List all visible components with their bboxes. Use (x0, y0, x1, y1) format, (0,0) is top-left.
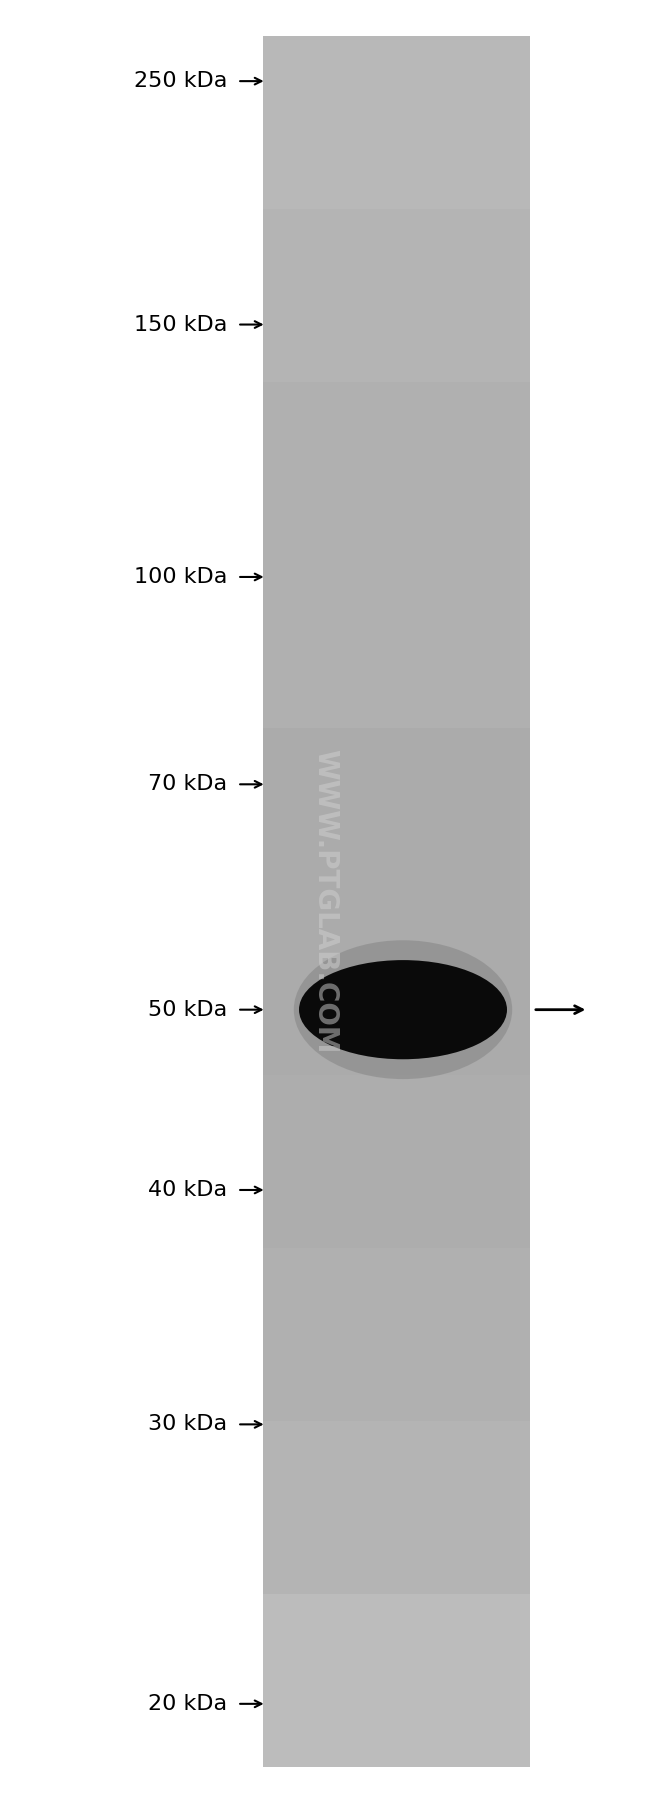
Bar (263, 1075, 530, 1248)
Bar (263, 728, 530, 902)
Ellipse shape (294, 941, 512, 1078)
Bar (263, 36, 530, 1767)
Bar (263, 382, 530, 555)
Bar (263, 1594, 530, 1767)
Text: WWW.PTGLAB.COM: WWW.PTGLAB.COM (311, 750, 339, 1053)
Text: 50 kDa: 50 kDa (148, 999, 228, 1020)
Text: 250 kDa: 250 kDa (134, 70, 228, 92)
Text: 20 kDa: 20 kDa (148, 1693, 228, 1715)
Bar (263, 209, 530, 382)
Bar (263, 36, 530, 209)
Bar (263, 1421, 530, 1594)
Text: 40 kDa: 40 kDa (148, 1179, 228, 1201)
Ellipse shape (299, 959, 507, 1058)
Text: 30 kDa: 30 kDa (148, 1414, 228, 1435)
Bar (263, 902, 530, 1075)
Text: 100 kDa: 100 kDa (134, 566, 228, 588)
Bar (263, 1248, 530, 1421)
Text: 150 kDa: 150 kDa (134, 314, 228, 335)
Bar (263, 555, 530, 728)
Text: 70 kDa: 70 kDa (148, 773, 228, 795)
